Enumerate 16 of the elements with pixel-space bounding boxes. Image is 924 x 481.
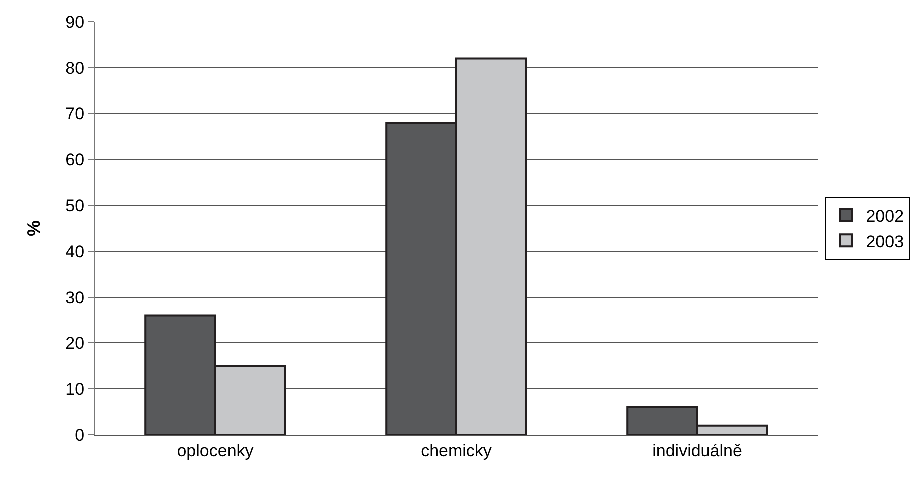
- y-tick-label: 20: [66, 334, 85, 354]
- y-tick-label: 50: [66, 196, 85, 216]
- legend-label: 2003: [866, 232, 904, 252]
- y-axis-title: %: [24, 220, 44, 237]
- y-tick-label: 10: [66, 380, 85, 400]
- x-tick-label: individuálně: [652, 441, 742, 460]
- x-tick-label: oplocenky: [177, 441, 254, 460]
- y-tick-label: 80: [66, 58, 85, 78]
- legend-label: 2002: [866, 207, 904, 226]
- y-tick-label: 30: [66, 288, 85, 308]
- y-tick-label: 40: [66, 242, 85, 262]
- y-tick-label: 60: [66, 150, 85, 170]
- y-tick-label: 0: [75, 426, 85, 445]
- x-tick-label: chemicky: [421, 441, 492, 460]
- y-tick-label: 70: [66, 104, 85, 124]
- y-tick-label: 90: [66, 12, 85, 32]
